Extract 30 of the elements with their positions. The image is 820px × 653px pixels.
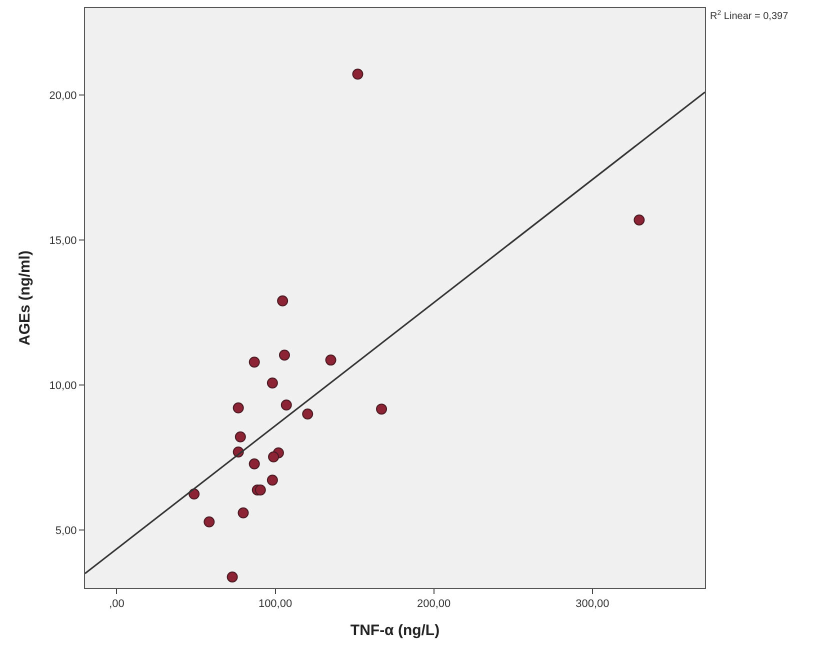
- y-axis-title: AGEs (ng/ml): [16, 250, 34, 346]
- point: [254, 484, 266, 496]
- point: [352, 68, 364, 80]
- point: [268, 451, 280, 462]
- x-tick-label: 200,00: [417, 598, 451, 610]
- point: [226, 571, 238, 582]
- y-tick-label: 15,00: [49, 234, 77, 247]
- point: [266, 377, 278, 388]
- y-tick-label: 10,00: [49, 380, 77, 392]
- point: [234, 431, 246, 442]
- point: [302, 408, 314, 420]
- point: [238, 507, 249, 518]
- point: [204, 516, 215, 528]
- y-tick-label: 20,00: [49, 90, 77, 102]
- point: [376, 404, 388, 415]
- x-axis-title: TNF-α (ng/L): [350, 622, 440, 640]
- point: [278, 350, 290, 361]
- y-tick-label: 5,00: [55, 524, 77, 537]
- x-tick-label: ,00: [109, 598, 124, 610]
- point: [232, 402, 244, 414]
- point: [248, 356, 260, 368]
- point: [266, 474, 278, 486]
- text: R$^{2}$ Linear = 0,397: [710, 10, 789, 22]
- point: [634, 214, 645, 226]
- point: [325, 354, 336, 366]
- point: [277, 295, 288, 306]
- point: [248, 458, 260, 470]
- x-tick-label: 100,00: [258, 598, 292, 610]
- point: [280, 400, 292, 411]
- x-tick-label: 300,00: [576, 598, 610, 610]
